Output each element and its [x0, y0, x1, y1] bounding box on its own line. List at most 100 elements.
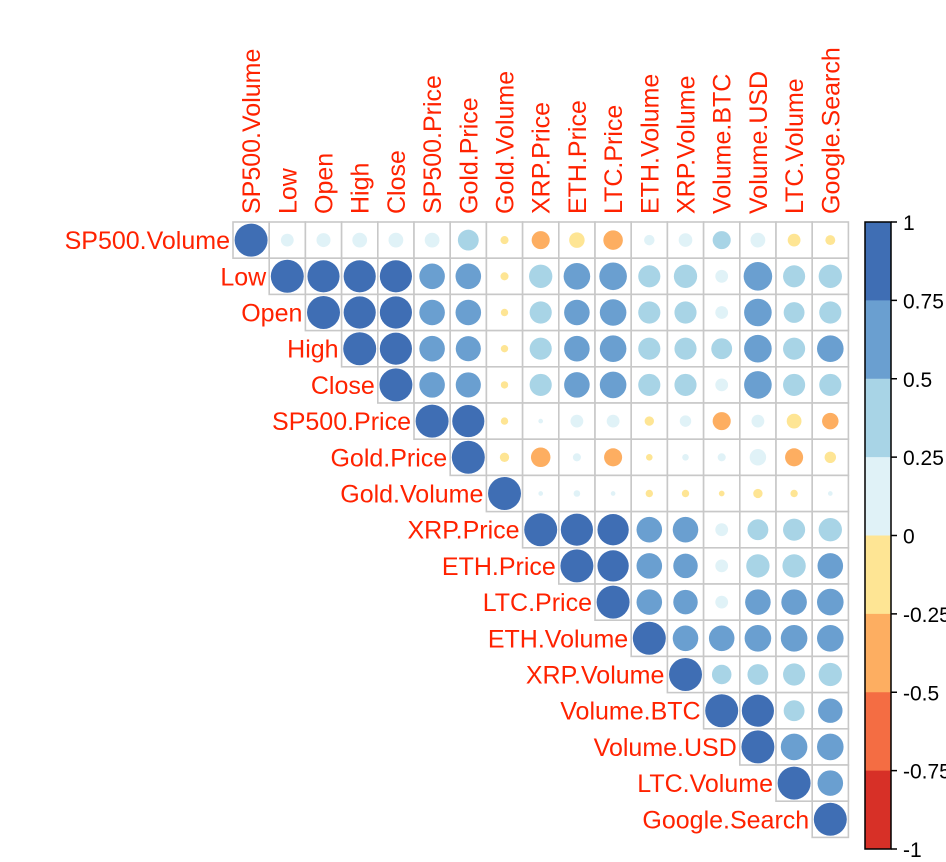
- correlation-circle: [747, 664, 769, 685]
- correlation-circle: [316, 233, 331, 248]
- correlation-circle: [632, 621, 666, 655]
- correlation-circle: [818, 662, 842, 687]
- correlation-circle: [751, 414, 765, 428]
- correlation-circle: [529, 337, 552, 360]
- correlation-circle: [782, 554, 806, 578]
- correlation-circle: [682, 454, 689, 461]
- correlation-circle: [745, 589, 771, 615]
- correlation-circle: [636, 516, 663, 543]
- correlation-circle: [825, 235, 836, 246]
- correlation-circle: [563, 262, 591, 290]
- correlation-circle: [636, 589, 663, 615]
- correlation-circle: [818, 518, 842, 542]
- row-label: High: [287, 336, 338, 364]
- row-label: SP500.Price: [272, 408, 411, 436]
- correlation-circle: [747, 519, 769, 541]
- correlation-circle: [712, 412, 731, 431]
- correlation-circle: [500, 417, 509, 425]
- colorbar-segment: [865, 692, 891, 772]
- correlation-circle: [750, 232, 766, 248]
- correlation-circle: [781, 589, 807, 615]
- correlation-circle: [452, 405, 485, 438]
- colorbar-tick-label: 1: [903, 212, 915, 235]
- correlation-circle: [644, 416, 654, 426]
- correlation-circle: [753, 488, 763, 499]
- correlation-circle: [499, 452, 510, 462]
- correlation-circle: [715, 306, 729, 319]
- correlation-circle: [419, 335, 445, 362]
- correlation-circle: [599, 371, 627, 399]
- row-label: ETH.Price: [442, 553, 556, 581]
- correlation-circle: [705, 694, 739, 728]
- correlation-circle: [379, 332, 412, 365]
- row-label: Volume.BTC: [560, 698, 700, 726]
- correlation-circle: [457, 229, 479, 251]
- colorbar-tick-label: 0.25: [903, 447, 944, 470]
- colorbar-segment: [865, 613, 891, 693]
- column-label: Gold.Price: [455, 97, 483, 214]
- correlation-circle: [715, 559, 729, 573]
- correlation-circle: [746, 554, 770, 578]
- correlation-circle: [780, 624, 808, 652]
- correlation-circle: [596, 585, 630, 619]
- correlation-circle: [569, 232, 585, 248]
- column-label: Low: [274, 167, 302, 214]
- correlation-circle: [681, 489, 690, 498]
- correlation-circle: [743, 262, 773, 291]
- correlation-circle: [786, 413, 802, 429]
- row-label: Google.Search: [642, 806, 809, 834]
- row-label: Gold.Volume: [340, 481, 483, 509]
- correlation-circle: [529, 264, 553, 288]
- correlation-circle: [780, 733, 808, 761]
- colorbar-segment: [865, 300, 891, 380]
- row-label: SP500.Volume: [65, 227, 230, 255]
- correlation-circle: [379, 296, 412, 329]
- row-label: ETH.Volume: [488, 625, 628, 653]
- colorbar-segment: [865, 457, 891, 536]
- correlation-circle: [717, 453, 726, 462]
- correlation-circle: [636, 553, 663, 579]
- correlation-circle: [674, 373, 697, 396]
- correlation-circle: [455, 336, 481, 362]
- correlation-circle: [343, 296, 376, 329]
- correlation-circle: [529, 301, 552, 324]
- correlation-circle: [673, 264, 698, 288]
- column-label: ETH.Price: [564, 100, 592, 214]
- correlation-circle: [638, 301, 661, 324]
- correlation-circle: [777, 766, 811, 800]
- colorbar-tick-label: 0: [903, 526, 915, 549]
- correlation-circle: [749, 449, 767, 466]
- correlation-circle: [488, 477, 521, 510]
- row-label: Close: [311, 372, 375, 400]
- correlation-circle: [816, 624, 844, 652]
- column-label: Close: [383, 150, 411, 214]
- correlation-circle: [672, 516, 699, 543]
- column-label: ETH.Volume: [636, 74, 664, 214]
- correlation-circle: [741, 730, 775, 764]
- colorbar-tick-label: 0.5: [903, 369, 932, 392]
- correlation-circle: [280, 233, 294, 247]
- correlation-circle: [783, 700, 805, 722]
- colorbar-segment: [865, 222, 891, 301]
- correlation-circle: [673, 553, 698, 579]
- correlation-circle: [744, 624, 772, 652]
- correlation-circle: [352, 232, 368, 248]
- correlation-circle: [573, 490, 581, 497]
- correlation-circle: [500, 345, 509, 353]
- correlation-circle: [560, 549, 594, 583]
- correlation-circle: [603, 230, 623, 250]
- correlation-circle: [819, 301, 842, 324]
- colorbar-segment: [865, 535, 891, 615]
- correlation-circle: [424, 232, 440, 248]
- colorbar-tick-label: 0.75: [903, 290, 944, 313]
- correlation-circle: [500, 272, 509, 281]
- correlation-circle: [783, 518, 806, 541]
- colorbar-segment: [865, 378, 891, 458]
- row-label: XRP.Price: [408, 517, 520, 545]
- correlation-circle: [715, 378, 729, 392]
- correlation-circle: [711, 664, 732, 685]
- correlation-circle: [638, 337, 661, 360]
- colorbar-tick-label: -0.5: [903, 682, 939, 705]
- correlation-circle: [343, 260, 376, 293]
- correlation-circle: [343, 332, 377, 366]
